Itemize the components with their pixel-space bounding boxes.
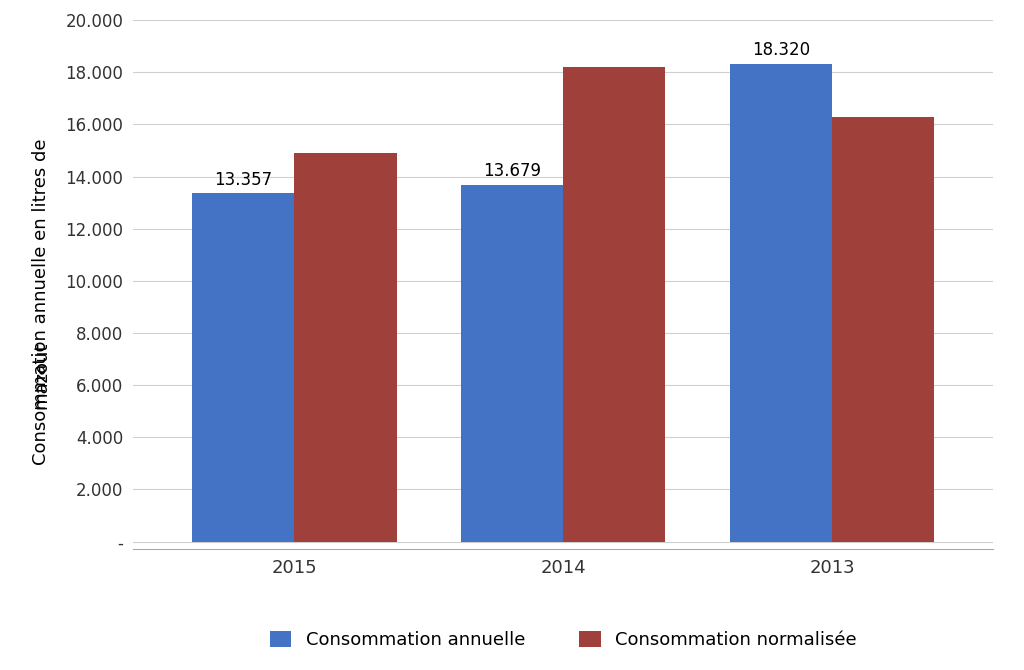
Legend: Consommation annuelle, Consommation normalisée: Consommation annuelle, Consommation norm…: [260, 622, 866, 658]
Bar: [831, 117, 934, 541]
Bar: [730, 64, 831, 541]
Text: Consommation annuelle en litres de: Consommation annuelle en litres de: [32, 138, 50, 465]
Bar: [563, 67, 666, 541]
Bar: [461, 185, 563, 541]
Bar: [295, 153, 396, 541]
Text: 13.679: 13.679: [483, 162, 541, 180]
Text: 13.357: 13.357: [214, 171, 272, 189]
Text: 18.320: 18.320: [752, 42, 810, 59]
Text: mazout: mazout: [32, 342, 50, 409]
Bar: [193, 194, 295, 541]
